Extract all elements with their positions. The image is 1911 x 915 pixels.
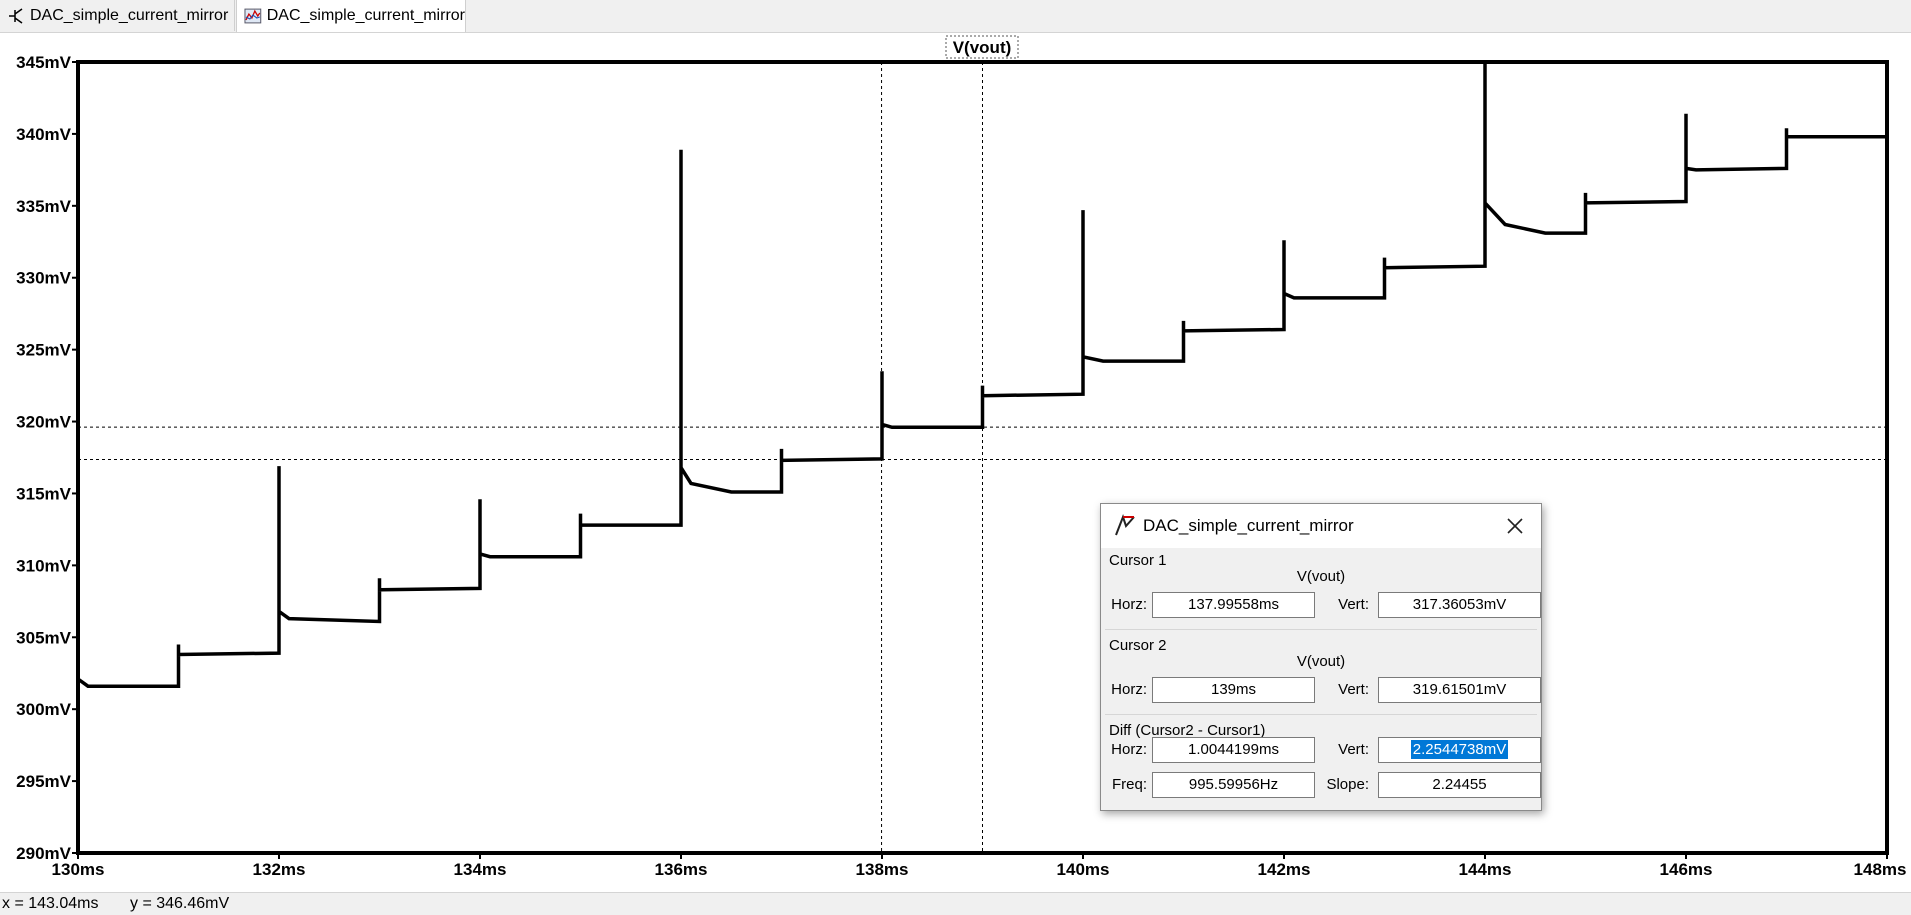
waveform-plot[interactable]: 345mV 340mV 335mV 330mV 325mV 320mV 315mV 310mV…: [0, 32, 1911, 892]
x-readout: x = 143.04ms: [2, 895, 99, 912]
status-bar: x = 143.04ms y = 346.46mV: [0, 892, 1911, 915]
schematic-icon: [9, 7, 23, 24]
diff-vert-field[interactable]: 2.2544738mV: [1378, 737, 1541, 763]
x-tick-label: 130ms: [52, 860, 105, 879]
dialog-titlebar[interactable]: DAC_simple_current_mirror: [1101, 504, 1541, 548]
x-tick-label: 144ms: [1459, 860, 1512, 879]
waveform-icon: [244, 8, 262, 24]
dialog-title: DAC_simple_current_mirror: [1143, 516, 1354, 535]
y-readout: y = 346.46mV: [130, 895, 230, 912]
diff-vert-label: Vert:: [1338, 741, 1369, 758]
y-tick-labels: 345mV 340mV 335mV 330mV 325mV 320mV 315mV 310mV…: [16, 53, 71, 863]
diff-vert-selection: 2.2544738mV: [1410, 740, 1509, 759]
y-tick-label: 330mV: [16, 269, 71, 288]
cursor2-vert-label: Vert:: [1338, 681, 1369, 698]
cursor1-vert-field[interactable]: 317.36053mV: [1378, 592, 1541, 618]
divider: [1105, 714, 1537, 715]
trace-vout[interactable]: [76, 62, 1887, 688]
cursor-dialog: DAC_simple_current_mirror Cursor 1 V(vou…: [1100, 503, 1542, 811]
plot-frame: [76, 60, 1889, 855]
freq-field[interactable]: 995.59956Hz: [1152, 772, 1315, 798]
y-tick-label: 305mV: [16, 628, 71, 647]
diff-horz-label: Horz:: [1111, 741, 1147, 758]
y-tick-label: 315mV: [16, 484, 71, 503]
x-tick-label: 138ms: [856, 860, 909, 879]
app-icon: [1115, 514, 1135, 536]
cursor1-heading: Cursor 1: [1109, 552, 1167, 569]
cursor2-vert-field[interactable]: 319.61501mV: [1378, 677, 1541, 703]
cursor1-horz-label: Horz:: [1111, 596, 1147, 613]
x-tick-label: 146ms: [1660, 860, 1713, 879]
divider: [1105, 629, 1537, 630]
cursor2-horz-label: Horz:: [1111, 681, 1147, 698]
axis-ticks: [72, 61, 1888, 859]
cursor1-vert-label: Vert:: [1338, 596, 1369, 613]
y-tick-label: 290mV: [16, 844, 71, 863]
freq-label: Freq:: [1111, 776, 1147, 793]
x-tick-label: 132ms: [253, 860, 306, 879]
cursor2-trace: V(vout): [1296, 653, 1346, 670]
trace-label[interactable]: V(vout): [953, 38, 1012, 57]
cursor-lines: [78, 62, 1887, 853]
slope-field[interactable]: 2.24455: [1378, 772, 1541, 798]
tab-label: DAC_simple_current_mirror: [266, 7, 465, 24]
y-tick-label: 295mV: [16, 772, 71, 791]
cursor2-heading: Cursor 2: [1109, 637, 1167, 654]
trace-group: [76, 62, 1887, 688]
tab-bar: DAC_simple_current_mirror DAC_simple_cur…: [0, 0, 1911, 33]
trace-label-box: [945, 35, 1019, 59]
y-tick-label: 300mV: [16, 700, 71, 719]
x-tick-label: 148ms: [1854, 860, 1907, 879]
x-tick-label: 140ms: [1057, 860, 1110, 879]
y-tick-label: 310mV: [16, 556, 71, 575]
x-tick-label: 142ms: [1258, 860, 1311, 879]
tab-label: DAC_simple_current_mirror: [30, 6, 229, 24]
y-tick-label: 340mV: [16, 125, 71, 144]
cursor1-horz-field[interactable]: 137.99558ms: [1152, 592, 1315, 618]
diff-horz-field[interactable]: 1.0044199ms: [1152, 737, 1315, 763]
close-icon[interactable]: [1501, 512, 1529, 540]
slope-label: Slope:: [1326, 776, 1369, 793]
cursor1-trace: V(vout): [1296, 568, 1346, 585]
y-tick-label: 320mV: [16, 413, 71, 432]
x-tick-labels: 130ms 132ms 134ms 136ms 138ms 140ms 142ms 144ms…: [52, 860, 1907, 879]
tab-schematic[interactable]: DAC_simple_current_mirror: [0, 0, 235, 31]
cursor2-horz-field[interactable]: 139ms: [1152, 677, 1315, 703]
y-tick-label: 335mV: [16, 197, 71, 216]
tab-waveform[interactable]: DAC_simple_current_mirror: [236, 0, 466, 32]
y-tick-label: 325mV: [16, 341, 71, 360]
y-tick-label: 345mV: [16, 53, 71, 72]
x-tick-label: 134ms: [454, 860, 507, 879]
diff-heading: Diff (Cursor2 - Cursor1): [1109, 722, 1266, 739]
x-tick-label: 136ms: [655, 860, 708, 879]
